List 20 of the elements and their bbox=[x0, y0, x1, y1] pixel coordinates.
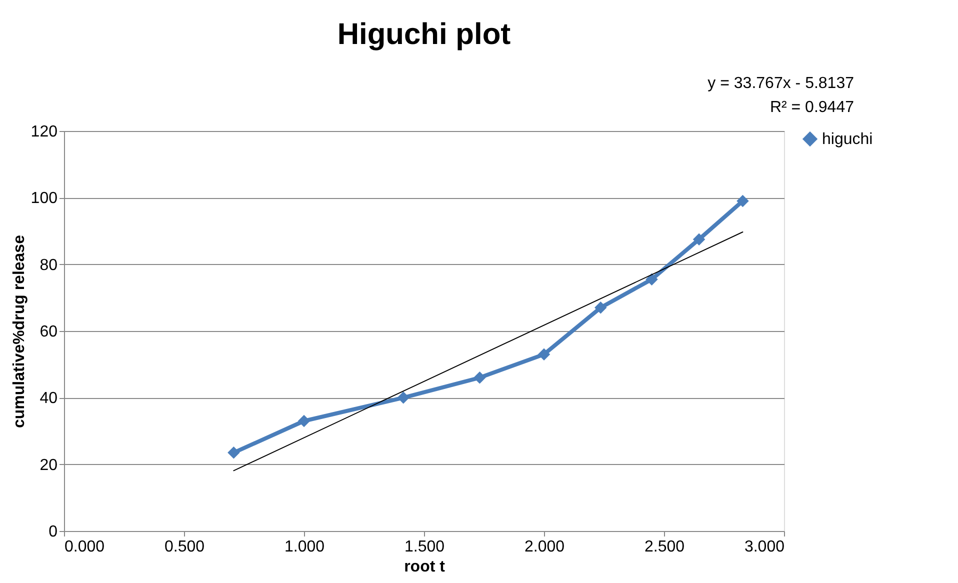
x-axis-title: root t bbox=[404, 558, 446, 576]
x-tick-label: 3.000 bbox=[744, 538, 785, 556]
x-tick-label: 2.500 bbox=[644, 538, 685, 556]
x-tick-label: 0.000 bbox=[64, 538, 105, 556]
text: R² = 0.9447 bbox=[770, 99, 854, 116]
y-tick-label: 20 bbox=[40, 456, 58, 474]
x-tick-label: 0.500 bbox=[164, 538, 205, 556]
y-tick-label: 0 bbox=[48, 524, 58, 540]
y-tick-label: 40 bbox=[40, 390, 58, 408]
y-tick-label: 80 bbox=[40, 256, 58, 274]
x-tick-label: 1.500 bbox=[404, 538, 445, 556]
y-tick-label: 100 bbox=[30, 190, 58, 208]
y-tick-label: 60 bbox=[40, 324, 58, 340]
y-axis-title: cumulative%drug release bbox=[10, 234, 28, 428]
x-tick-label: 2.000 bbox=[524, 538, 565, 556]
x-tick-label: 1.000 bbox=[284, 538, 325, 556]
chart-title: Higuchi plot bbox=[337, 18, 511, 51]
legend-label: higuchi bbox=[822, 131, 873, 148]
text: y = 33.767x - 5.8137 bbox=[708, 75, 854, 92]
y-tick-label: 120 bbox=[30, 124, 58, 140]
